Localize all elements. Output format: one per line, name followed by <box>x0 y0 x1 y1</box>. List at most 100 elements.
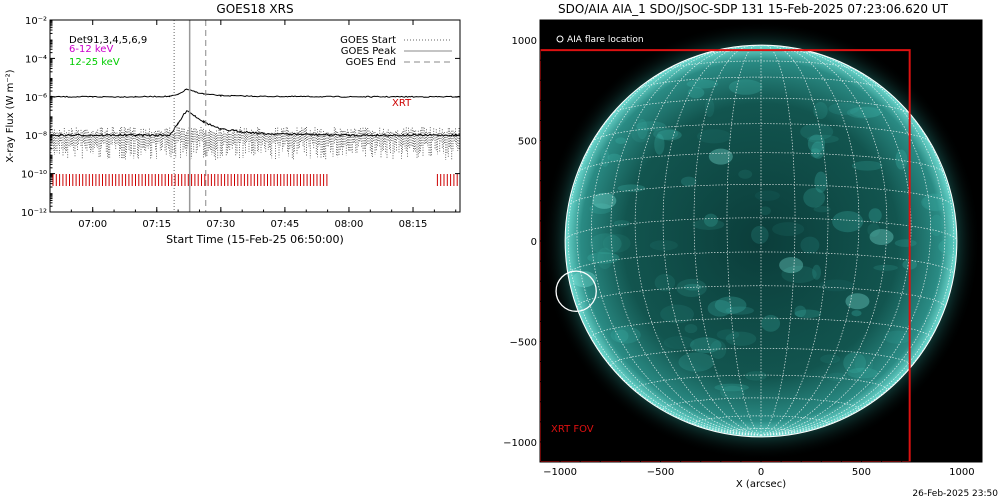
goes-y-tick-label: 10⁻⁸ <box>25 131 47 142</box>
legend-end-label: GOES End <box>346 57 396 68</box>
goes-y-tick-label: 10⁻⁶ <box>25 93 47 104</box>
bright-region <box>845 293 870 310</box>
aia-y-tick-label: −500 <box>510 337 537 348</box>
active-region-blob <box>810 148 821 158</box>
active-region-blob <box>631 126 650 143</box>
active-region-blob <box>800 236 820 254</box>
xrt-fov-box <box>540 49 911 462</box>
goes-y-tick-label: 10⁻⁴ <box>25 54 47 65</box>
active-region-blob <box>613 220 630 227</box>
active-region-blob <box>703 213 718 227</box>
aia-y-tick-label: −1000 <box>503 438 537 449</box>
active-region-blob <box>867 223 880 237</box>
sun-disk <box>565 45 957 437</box>
goes-frame <box>49 19 461 213</box>
active-region-blob <box>921 193 949 211</box>
active-region-blob <box>854 353 874 374</box>
aia-y-tick-label: 500 <box>518 137 537 148</box>
active-region-blob <box>826 372 848 382</box>
goes-x-tick-label: 07:45 <box>270 219 299 230</box>
xrt-fov-label: XRT FOV <box>551 424 594 435</box>
goes-legend: GOES Start GOES Peak GOES End <box>340 35 452 68</box>
active-region-blob <box>707 299 733 317</box>
active-region-blob <box>704 98 715 118</box>
aia-panel: SDO/AIA AIA_1 SDO/JSOC-SDP 131 15-Feb-20… <box>503 2 998 499</box>
active-region-blob <box>813 102 828 120</box>
goes-y-tick-label: 10⁻¹⁰ <box>21 170 47 181</box>
goes-x-ticks: 07:00 07:15 07:30 07:45 08:00 08:15 <box>49 20 457 230</box>
bright-region <box>869 228 894 245</box>
active-region-blob <box>813 206 831 213</box>
active-region-blob <box>819 279 854 292</box>
aia-x-tick-label: 500 <box>852 467 871 478</box>
active-region-blob <box>803 187 826 208</box>
aia-x-tick-label: 1000 <box>949 467 974 478</box>
goes-x-tick-label: 07:15 <box>142 219 171 230</box>
goes-x-tick-label: 07:30 <box>206 219 235 230</box>
goes-noise-layer <box>50 127 460 160</box>
active-region-blob <box>657 129 682 141</box>
band-6-12-label: 6-12 keV <box>69 44 113 55</box>
active-region-blob <box>654 133 665 155</box>
legend-peak-label: GOES Peak <box>341 46 396 57</box>
flare-legend-icon <box>556 35 564 43</box>
active-region-blob <box>759 206 771 216</box>
active-region-blob <box>719 385 745 399</box>
active-region-blob <box>716 329 740 340</box>
active-region-blob <box>828 102 860 115</box>
active-region-blob <box>709 340 727 360</box>
active-region-blob <box>922 192 956 212</box>
active-region-blob <box>610 326 641 344</box>
active-region-blob <box>692 219 725 230</box>
active-region-blob <box>678 352 715 372</box>
xrt-coverage-ticks <box>52 174 458 186</box>
active-region-blob <box>811 141 825 159</box>
active-region-blob <box>600 148 610 167</box>
active-region-blob <box>725 306 754 315</box>
aia-x-tick-label: −1000 <box>543 467 577 478</box>
active-region-blob <box>794 309 822 318</box>
goes-x-axis-label: Start Time (15-Feb-25 06:50:00) <box>166 233 344 246</box>
bright-region <box>779 257 804 274</box>
active-region-blob <box>772 222 805 237</box>
active-region-blob <box>814 171 828 193</box>
active-region-blob <box>745 371 767 381</box>
active-region-blob <box>663 336 695 350</box>
active-region-blob <box>653 128 679 140</box>
active-region-blob <box>812 264 822 280</box>
active-region-blob <box>832 210 864 233</box>
flare-legend-label: AIA flare location <box>567 35 644 45</box>
goes-x-tick-label: 08:00 <box>335 219 364 230</box>
aia-image: AIA flare location XRT FOV <box>540 20 982 462</box>
flux-series-line <box>50 110 460 138</box>
aia-x-tick-label: 0 <box>758 467 764 478</box>
aia-x-axis-label: X (arcsec) <box>736 479 786 490</box>
active-region-blob <box>820 354 841 364</box>
active-region-blob <box>851 160 883 171</box>
active-region-blob <box>754 190 780 201</box>
active-region-blob <box>894 239 917 247</box>
goes-panel: GOES18 XRS 07:00 07:15 07:30 07:45 08:00 08:1… <box>5 2 461 246</box>
goes-y-tick-label: 10⁻² <box>25 16 47 27</box>
active-region-blob <box>683 283 702 291</box>
active-region-blob <box>794 305 807 318</box>
active-region-blob <box>807 134 826 153</box>
bright-region <box>572 271 597 288</box>
active-region-blob <box>873 264 898 271</box>
goes-lines-layer <box>50 88 460 138</box>
active-region-blob <box>781 265 817 284</box>
goes-noise-path <box>50 127 460 160</box>
active-region-blob <box>617 184 646 192</box>
bright-region <box>708 148 733 165</box>
xrt-coverage-path <box>52 174 458 186</box>
active-region-blob <box>589 233 622 255</box>
active-region-blob <box>684 323 698 334</box>
active-region-blob <box>676 278 707 298</box>
aia-x-tick-label: −500 <box>647 467 674 478</box>
active-region-blob <box>728 79 763 95</box>
active-region-blob <box>800 123 834 141</box>
goes-y-tick-label: 10⁻¹² <box>21 208 47 219</box>
active-region-blob <box>929 214 944 237</box>
aia-y-tick-label: 0 <box>531 237 537 248</box>
